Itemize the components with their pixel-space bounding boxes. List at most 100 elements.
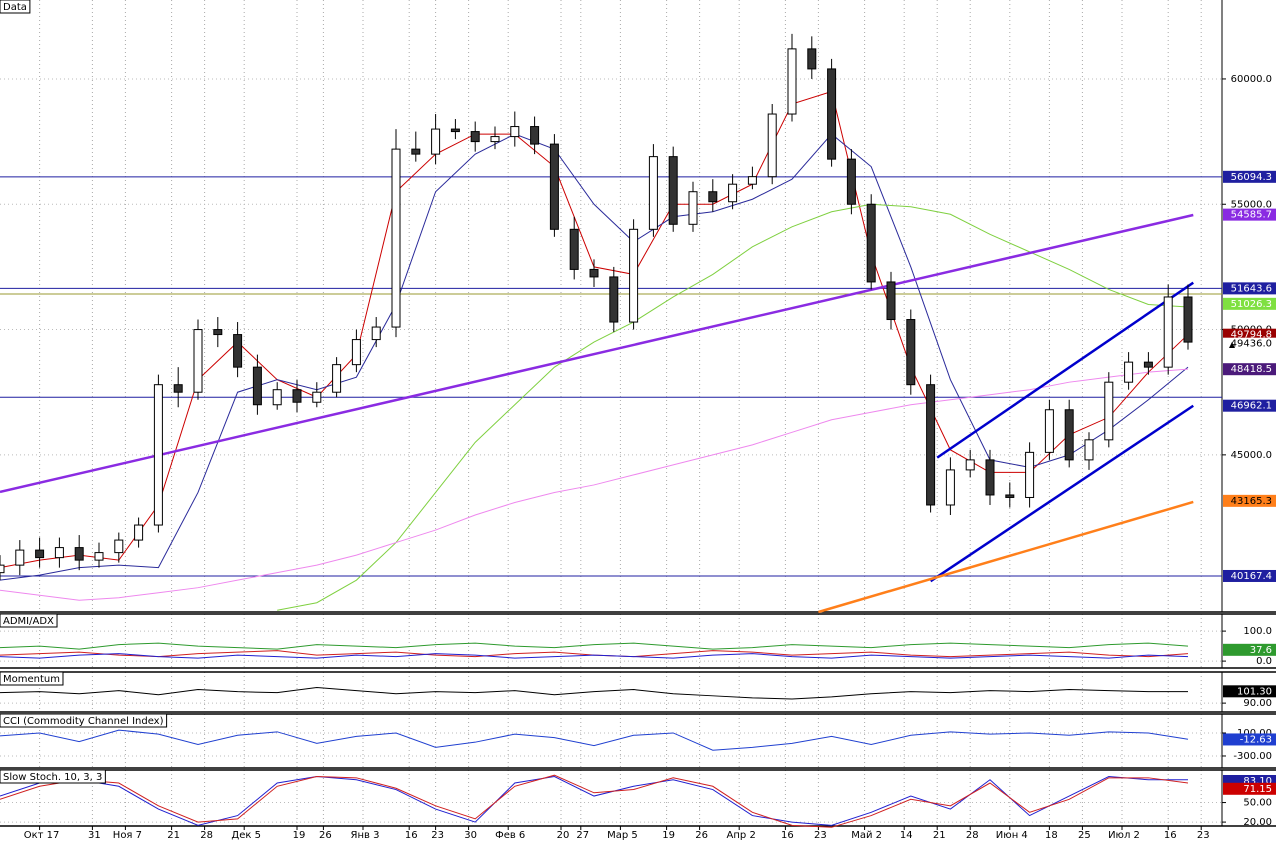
candle-body — [371, 326, 381, 341]
price-marker-label: 71.15 — [1243, 784, 1272, 795]
x-tick-label: 25 — [1078, 830, 1091, 841]
price-marker-label: 101.30 — [1237, 686, 1272, 697]
candle-body — [648, 156, 658, 230]
x-tick-label: 23 — [431, 830, 444, 841]
price-marker-label: 40167.4 — [1231, 571, 1272, 582]
price-marker — [1223, 337, 1276, 350]
panel-title-box — [0, 671, 64, 686]
x-tick-label: 28 — [200, 830, 213, 841]
candle-body — [35, 549, 45, 559]
candle-body — [490, 136, 500, 143]
candle-body — [1143, 361, 1153, 368]
candle-body — [787, 48, 797, 115]
price-marker-label: 54585.7 — [1231, 210, 1272, 221]
y-tick-label: 90.00 — [1243, 698, 1272, 709]
candle-body — [1064, 409, 1074, 461]
candle-body — [906, 319, 916, 386]
panel-title: Data — [3, 2, 27, 13]
indicator-line — [0, 729, 1189, 751]
trend-line — [936, 281, 1194, 459]
price-marker-label: 49794.8 — [1231, 330, 1272, 341]
candle-body — [549, 143, 559, 230]
candle-body — [153, 384, 163, 526]
candle-body — [351, 339, 361, 366]
candle-body — [1104, 381, 1114, 441]
x-tick-label: 26 — [319, 830, 332, 841]
price-marker — [1223, 297, 1276, 310]
candle-body — [252, 366, 262, 406]
panel-title: ADMI/ADX — [3, 616, 54, 627]
indicator-line — [0, 653, 1189, 659]
panel-title-box — [0, 769, 106, 784]
x-tick-label: 26 — [695, 830, 708, 841]
candle-body — [332, 364, 342, 393]
price-marker-label: 56094.3 — [1231, 172, 1272, 183]
x-tick-label: 21 — [933, 830, 946, 841]
candle-body — [668, 156, 678, 225]
candle-body — [272, 389, 282, 406]
price-marker-label: 37.6 — [1250, 645, 1272, 656]
y-tick-label: 0.0 — [1256, 656, 1272, 667]
x-tick-label: Май 2 — [851, 830, 882, 841]
price-marker-label: 48418.5 — [1231, 364, 1272, 375]
panel-title-box — [0, 613, 58, 628]
candle-body — [134, 524, 144, 541]
x-tick-label: Дек 5 — [231, 830, 261, 841]
candle-body — [807, 48, 817, 70]
candle-body — [173, 384, 183, 393]
candle-body — [193, 329, 203, 393]
x-tick-label: 28 — [966, 830, 979, 841]
price-marker-label: 43165.3 — [1231, 496, 1272, 507]
x-tick-label: 21 — [167, 830, 180, 841]
candle-body — [827, 68, 837, 160]
candle-body — [510, 126, 520, 138]
x-tick-label: 16 — [405, 830, 418, 841]
price-marker — [1223, 399, 1276, 412]
candle-body — [292, 389, 302, 403]
panel-title-box — [0, 713, 168, 728]
candle-body — [728, 183, 738, 203]
y-tick-label: 20.00 — [1243, 817, 1272, 828]
candle-body — [846, 158, 856, 205]
candle-body — [1044, 409, 1054, 453]
y-tick-label: 50.00 — [1243, 798, 1272, 809]
trend-line — [929, 404, 1194, 583]
price-marker — [1223, 170, 1276, 183]
indicator-line — [0, 775, 1188, 826]
x-tick-label: 27 — [576, 830, 589, 841]
candle-body — [1084, 439, 1094, 461]
price-marker-label: -12.63 — [1240, 734, 1272, 745]
price-marker-label: 51026.3 — [1231, 299, 1272, 310]
x-tick-label: 18 — [1045, 830, 1058, 841]
candle-body — [886, 281, 896, 321]
indicator-line — [0, 686, 1188, 700]
price-marker — [1223, 643, 1276, 656]
price-marker — [1223, 282, 1276, 295]
trend-line — [818, 500, 1194, 614]
price-marker — [1223, 782, 1276, 795]
panel-title: Slow Stoch. 10, 3, 3 — [3, 772, 102, 783]
candle-body — [530, 126, 540, 145]
panel-title: CCI (Commodity Channel Index) — [3, 716, 164, 727]
x-tick-label: 14 — [900, 830, 913, 841]
x-tick-label: 20 — [557, 830, 570, 841]
price-marker — [1223, 685, 1276, 698]
x-tick-label: 23 — [1197, 830, 1210, 841]
candle-body — [985, 459, 995, 496]
candle-body — [74, 547, 84, 561]
candle-body — [589, 268, 599, 278]
x-tick-label: 23 — [814, 830, 827, 841]
candle-body — [708, 191, 718, 203]
candle-body — [1183, 296, 1193, 343]
x-tick-label: 30 — [464, 830, 477, 841]
price-marker — [1223, 363, 1276, 376]
x-tick-label: 16 — [1164, 830, 1177, 841]
panel-title: Momentum — [3, 674, 60, 685]
candle-body — [470, 131, 480, 143]
candle-body — [1025, 451, 1035, 498]
x-tick-label: Фев 6 — [495, 830, 525, 841]
candle-body — [1005, 494, 1015, 498]
x-tick-label: Ноя 7 — [113, 830, 142, 841]
